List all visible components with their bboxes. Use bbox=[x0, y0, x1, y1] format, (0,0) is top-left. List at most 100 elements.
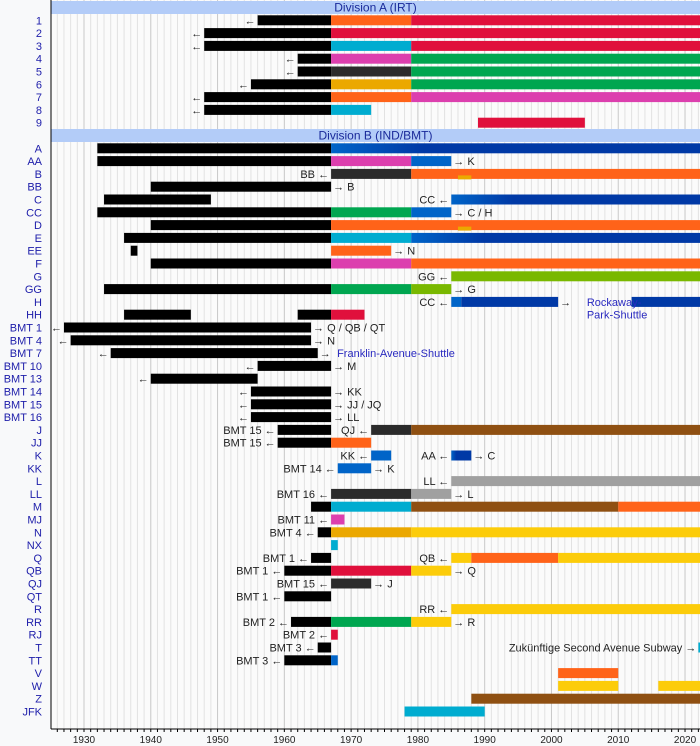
row-label[interactable]: N bbox=[34, 527, 42, 539]
service-bar bbox=[311, 552, 332, 563]
service-bar bbox=[70, 335, 312, 346]
row-label[interactable]: BMT 7 bbox=[10, 348, 42, 360]
gridlines bbox=[56, 0, 699, 729]
link-label[interactable]: Franklin-Avenue-Shuttle bbox=[337, 348, 455, 360]
timeline-row: T BMT 3 ← Zukünftige Second Avenue Subway … bbox=[35, 642, 700, 655]
service-bar bbox=[411, 40, 700, 51]
service-bar bbox=[461, 296, 559, 307]
service-bar bbox=[331, 501, 412, 512]
annotation: GG ← bbox=[418, 271, 449, 283]
row-label[interactable]: W bbox=[32, 681, 43, 693]
link-label[interactable]: Park-Shuttle bbox=[587, 310, 648, 322]
annotation: BMT 3 ← bbox=[269, 643, 315, 655]
row-label[interactable]: BMT 14 bbox=[4, 387, 42, 399]
row-label[interactable]: RR bbox=[26, 617, 42, 629]
row-label[interactable]: BMT 1 bbox=[10, 323, 42, 335]
row-label[interactable]: H bbox=[34, 297, 42, 309]
service-bar bbox=[331, 527, 412, 538]
row-label[interactable]: D bbox=[34, 220, 42, 232]
service-marker bbox=[457, 175, 472, 180]
row-label[interactable]: EE bbox=[27, 246, 42, 258]
annotation: LL ← bbox=[423, 476, 449, 488]
row-label[interactable]: T bbox=[35, 643, 42, 655]
row-label[interactable]: CC bbox=[26, 207, 42, 219]
service-bar bbox=[411, 565, 452, 576]
row-label[interactable]: K bbox=[35, 451, 43, 463]
timeline-row: 9 bbox=[36, 117, 585, 130]
row-label[interactable]: R bbox=[34, 604, 42, 616]
row-label[interactable]: 4 bbox=[36, 54, 42, 66]
service-bar bbox=[331, 514, 345, 525]
service-bar bbox=[471, 552, 559, 563]
service-bar bbox=[97, 207, 332, 218]
row-label[interactable]: 9 bbox=[36, 118, 42, 130]
row-label[interactable]: BMT 15 bbox=[4, 399, 42, 411]
service-bar bbox=[104, 194, 211, 205]
service-bar bbox=[297, 66, 332, 77]
row-label[interactable]: B bbox=[35, 169, 42, 181]
row-label[interactable]: C bbox=[34, 195, 42, 207]
row-label[interactable]: BMT 16 bbox=[4, 412, 42, 424]
row-label[interactable]: NX bbox=[27, 540, 43, 552]
row-label[interactable]: JJ bbox=[31, 438, 42, 450]
row-label[interactable]: MJ bbox=[27, 515, 42, 527]
service-bar bbox=[317, 527, 332, 538]
row-label[interactable]: 1 bbox=[36, 15, 42, 27]
service-bar bbox=[331, 245, 392, 256]
row-label[interactable]: 6 bbox=[36, 79, 42, 91]
tick-label: 2010 bbox=[607, 735, 630, 746]
service-bar bbox=[284, 655, 332, 666]
service-bar bbox=[257, 360, 332, 371]
annotation: BB ← bbox=[300, 169, 329, 181]
annotation: ← bbox=[238, 79, 249, 91]
row-label[interactable]: 2 bbox=[36, 28, 42, 40]
link-label[interactable]: Rockaway- bbox=[587, 297, 642, 309]
row-label[interactable]: JFK bbox=[22, 707, 42, 719]
timeline-row: RR BMT 2 ← → R bbox=[26, 616, 475, 629]
row-label[interactable]: F bbox=[35, 259, 42, 271]
service-bar bbox=[478, 117, 585, 128]
row-label[interactable]: QB bbox=[26, 566, 42, 578]
annotation: BMT 4 ← bbox=[269, 527, 315, 539]
row-label[interactable]: 3 bbox=[36, 41, 42, 53]
row-label[interactable]: E bbox=[35, 233, 42, 245]
row-label[interactable]: Q bbox=[33, 553, 42, 565]
service-bar bbox=[331, 66, 412, 77]
row-label[interactable]: GG bbox=[25, 284, 42, 296]
row-label[interactable]: A bbox=[35, 143, 43, 155]
row-label[interactable]: BMT 13 bbox=[4, 374, 42, 386]
row-label[interactable]: J bbox=[37, 425, 43, 437]
row-label[interactable]: QJ bbox=[28, 579, 42, 591]
timeline-row: 4 ← bbox=[36, 53, 700, 66]
timeline-row: 3 ← bbox=[36, 40, 700, 53]
row-label[interactable]: 5 bbox=[36, 67, 42, 79]
service-bar bbox=[658, 680, 700, 691]
row-label[interactable]: BB bbox=[27, 182, 42, 194]
row-label[interactable]: 8 bbox=[36, 105, 42, 117]
timeline-row: QJ BMT 15 ← → J bbox=[28, 578, 393, 591]
row-label[interactable]: QT bbox=[27, 591, 43, 603]
row-label[interactable]: 7 bbox=[36, 92, 42, 104]
row-label[interactable]: BMT 10 bbox=[4, 361, 42, 373]
row-label[interactable]: AA bbox=[27, 156, 42, 168]
row-label[interactable]: M bbox=[33, 502, 42, 514]
annotation: ← bbox=[238, 412, 249, 424]
row-label[interactable]: G bbox=[33, 271, 42, 283]
row-label[interactable]: Z bbox=[35, 694, 42, 706]
annotation: ← bbox=[238, 387, 249, 399]
row-label[interactable]: HH bbox=[26, 310, 42, 322]
row-label[interactable]: KK bbox=[27, 463, 42, 475]
row-label[interactable]: BMT 4 bbox=[10, 335, 42, 347]
service-bar bbox=[63, 322, 312, 333]
row-label[interactable]: RJ bbox=[29, 630, 42, 642]
row-label[interactable]: L bbox=[36, 476, 42, 488]
row-label[interactable]: LL bbox=[30, 489, 42, 501]
timeline-row: 7 ← bbox=[36, 92, 700, 104]
row-label[interactable]: V bbox=[35, 668, 43, 680]
timeline-row: D bbox=[34, 220, 700, 232]
service-bar bbox=[331, 258, 412, 269]
service-bar bbox=[204, 92, 332, 103]
row-label[interactable]: TT bbox=[29, 655, 43, 667]
timeline-row: C CC ← bbox=[34, 194, 700, 207]
service-bar bbox=[411, 53, 700, 64]
